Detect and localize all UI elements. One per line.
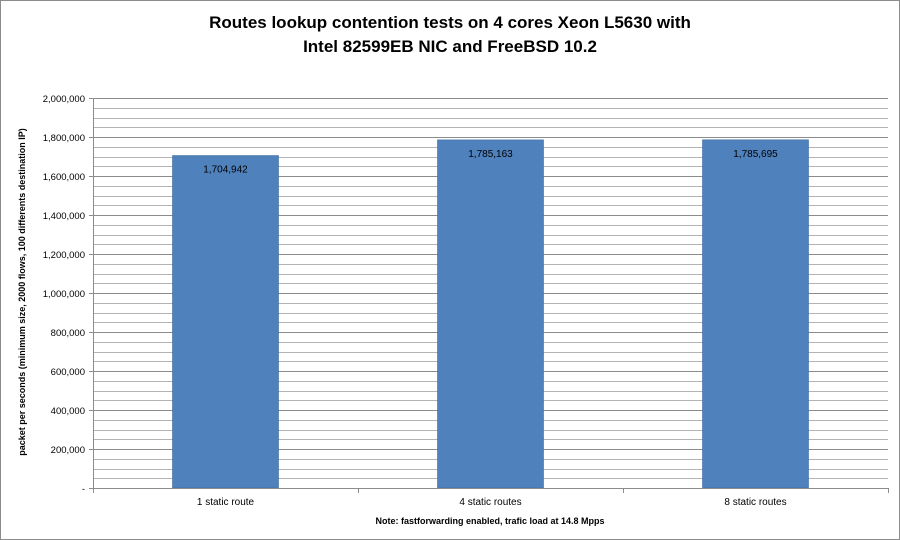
x-category-label: 8 static routes xyxy=(724,497,786,508)
x-category-label: 4 static routes xyxy=(459,497,521,508)
x-axis-categories: 1 static route 4 static routes 8 static ro… xyxy=(197,497,787,508)
y-axis-ticks: - 200,000 400,000 600,000 800,000 1,000,000 1,… xyxy=(43,94,93,495)
bar xyxy=(702,139,809,489)
x-axis-label: Note: fastforwarding enabled, trafic loa… xyxy=(375,516,604,526)
bars: 1,704,942 1,785,163 1,785,695 xyxy=(172,139,809,489)
y-tick-label: 600,000 xyxy=(51,367,85,378)
bar xyxy=(437,139,544,489)
bar-value-label: 1,785,695 xyxy=(733,149,778,160)
x-category-label: 1 static route xyxy=(197,497,255,508)
y-axis-label: packet per seconds (minimum size, 2000 f… xyxy=(17,128,27,456)
bar-value-label: 1,704,942 xyxy=(203,165,248,176)
y-tick-label: 1,600,000 xyxy=(43,172,85,183)
y-tick-label: 400,000 xyxy=(51,406,85,417)
y-tick-label: 1,800,000 xyxy=(43,133,85,144)
y-tick-label: - xyxy=(82,484,85,495)
y-tick-label: 800,000 xyxy=(51,328,85,339)
chart-title-line-1: Routes lookup contention tests on 4 core… xyxy=(209,13,691,32)
bar xyxy=(172,155,279,489)
y-tick-label: 1,200,000 xyxy=(43,250,85,261)
y-tick-label: 1,000,000 xyxy=(43,289,85,300)
y-tick-label: 1,400,000 xyxy=(43,211,85,222)
y-tick-label: 2,000,000 xyxy=(43,94,85,105)
y-tick-label: 200,000 xyxy=(51,445,85,456)
chart-title-line-2: Intel 82599EB NIC and FreeBSD 10.2 xyxy=(303,37,597,56)
axes xyxy=(93,98,889,493)
bar-value-label: 1,785,163 xyxy=(468,149,513,160)
